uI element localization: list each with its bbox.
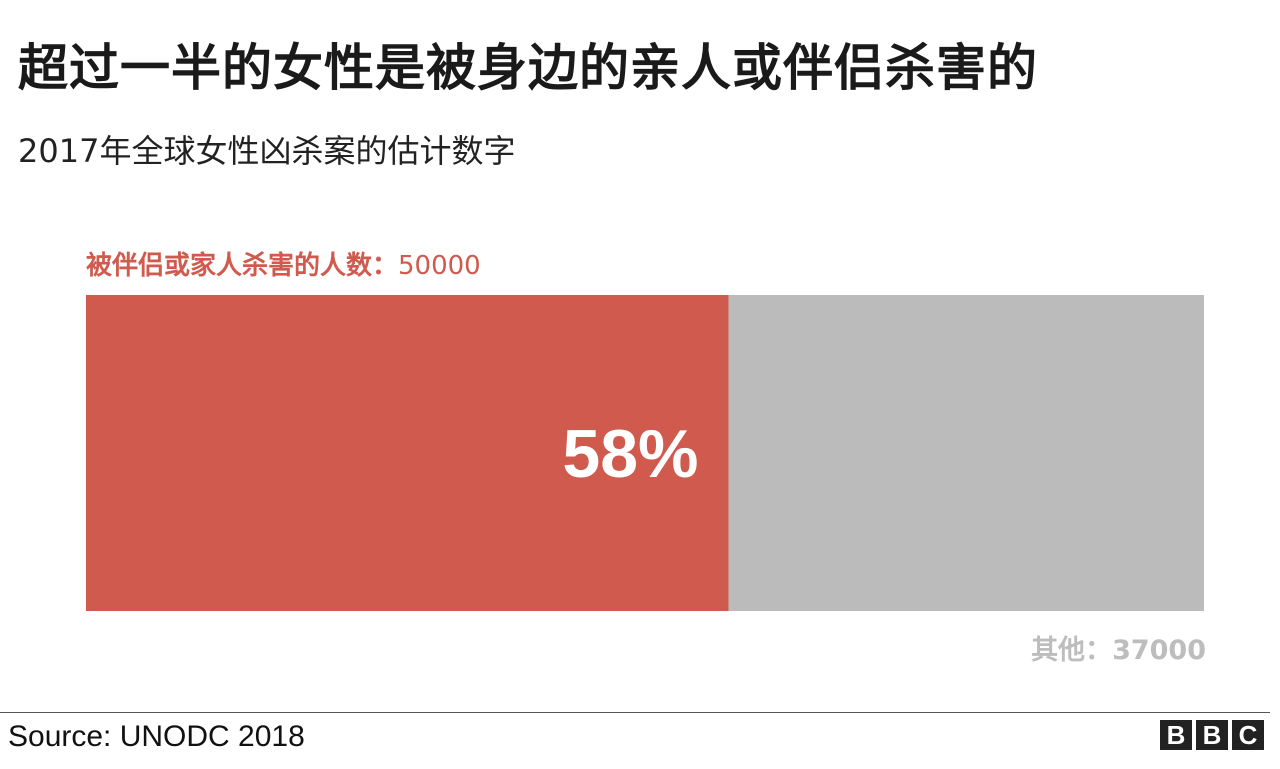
primary-series-value: 50000 <box>398 251 481 281</box>
bbc-logo: B B C <box>1160 720 1264 750</box>
logo-block-1: B <box>1160 720 1192 750</box>
logo-block-2: B <box>1196 720 1228 750</box>
bar-segment-partner-family <box>86 295 729 611</box>
footer-divider <box>0 712 1270 713</box>
source-note: Source: UNODC 2018 <box>8 720 305 753</box>
bar-segment-other <box>728 295 1204 611</box>
secondary-series-name: 其他： <box>1031 635 1113 666</box>
secondary-series-label: 其他：37000 <box>1031 628 1206 667</box>
primary-series-label: 被伴侣或家人杀害的人数：50000 <box>86 245 481 282</box>
primary-series-name: 被伴侣或家人杀害的人数： <box>86 251 399 281</box>
percent-label: 58% <box>562 416 698 492</box>
logo-block-3: C <box>1232 720 1264 750</box>
chart-subtitle: 2017年全球女性凶杀案的估计数字 <box>18 132 516 170</box>
chart-title: 超过一半的女性是被身边的亲人或伴侣杀害的 <box>18 39 1038 97</box>
secondary-series-value: 37000 <box>1112 635 1206 666</box>
